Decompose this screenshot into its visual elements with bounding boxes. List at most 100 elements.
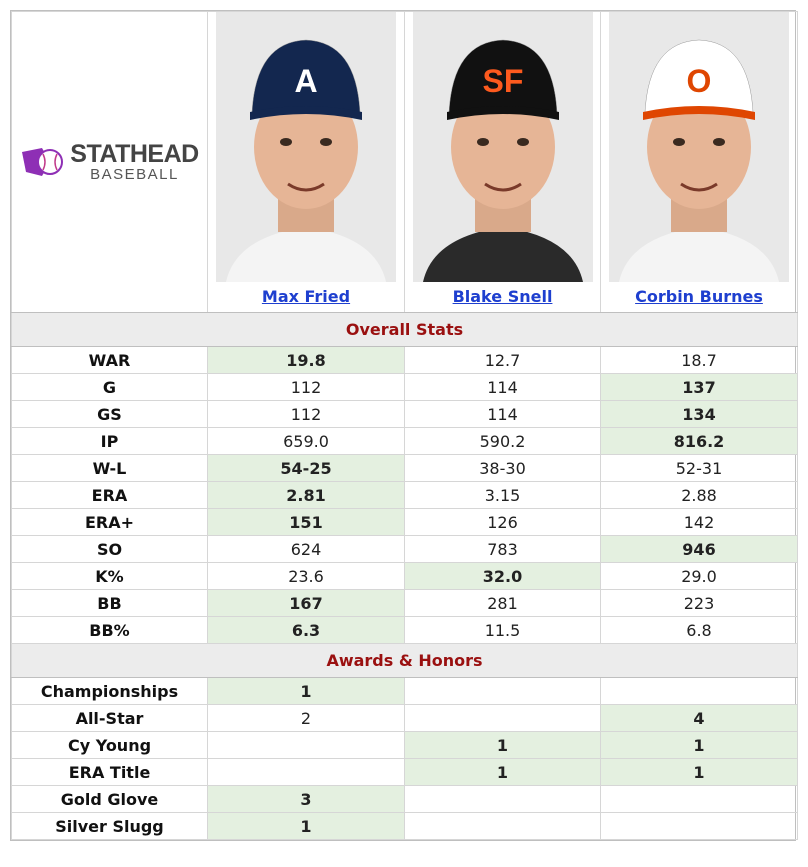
stat-cell: 2.88 bbox=[600, 481, 798, 509]
section-header-overall: Overall Stats bbox=[11, 312, 798, 347]
stat-cell: 6.8 bbox=[600, 616, 798, 644]
table-row: Silver Slugg 1 bbox=[11, 812, 798, 840]
stat-cell: 1 bbox=[404, 731, 601, 759]
table-row: ERA Title 1 1 bbox=[11, 758, 798, 786]
section-title-awards: Awards & Honors bbox=[11, 643, 798, 678]
stat-cell bbox=[404, 677, 601, 705]
stat-cell bbox=[404, 812, 601, 840]
table-row: G 112 114 137 bbox=[11, 373, 798, 401]
stat-cell: 114 bbox=[404, 373, 601, 401]
stat-cell: 816.2 bbox=[600, 427, 798, 455]
stat-cell: 52-31 bbox=[600, 454, 798, 482]
stat-cell: 3.15 bbox=[404, 481, 601, 509]
player-cell-1: A Max Fried bbox=[207, 11, 405, 313]
stat-cell: 11.5 bbox=[404, 616, 601, 644]
player-photo: O bbox=[609, 12, 789, 282]
logo-line2: BASEBALL bbox=[90, 166, 179, 183]
stat-cell: 38-30 bbox=[404, 454, 601, 482]
row-label: BB bbox=[11, 589, 208, 617]
logo-line1: STATHEAD bbox=[70, 140, 199, 168]
table-row: Cy Young 1 1 bbox=[11, 731, 798, 759]
logo-wordmark: STATHEAD BASEBALL bbox=[70, 140, 199, 183]
stat-cell bbox=[207, 731, 405, 759]
stat-cell: 783 bbox=[404, 535, 601, 563]
row-label: G bbox=[11, 373, 208, 401]
stat-cell: 151 bbox=[207, 508, 405, 536]
row-label: BB% bbox=[11, 616, 208, 644]
table-row: BB% 6.3 11.5 6.8 bbox=[11, 616, 798, 644]
row-label: ERA Title bbox=[11, 758, 208, 786]
cap-logo-letter: A bbox=[294, 63, 317, 99]
stat-cell: 1 bbox=[600, 731, 798, 759]
stat-cell bbox=[600, 812, 798, 840]
row-label: All-Star bbox=[11, 704, 208, 732]
stat-cell: 6.3 bbox=[207, 616, 405, 644]
row-label: ERA bbox=[11, 481, 208, 509]
row-label: ERA+ bbox=[11, 508, 208, 536]
table-row: Championships 1 bbox=[11, 677, 798, 705]
stat-cell: 4 bbox=[600, 704, 798, 732]
table-row: ERA+ 151 126 142 bbox=[11, 508, 798, 536]
table-row: SO 624 783 946 bbox=[11, 535, 798, 563]
stat-cell bbox=[600, 677, 798, 705]
player-name-link[interactable]: Max Fried bbox=[261, 287, 351, 306]
stat-cell: 137 bbox=[600, 373, 798, 401]
stat-cell: 32.0 bbox=[404, 562, 601, 590]
player-cell-3: O Corbin Burnes bbox=[600, 11, 798, 313]
stat-cell: 12.7 bbox=[404, 346, 601, 374]
player-name-link[interactable]: Blake Snell bbox=[452, 287, 553, 306]
row-label: Cy Young bbox=[11, 731, 208, 759]
row-label: Silver Slugg bbox=[11, 812, 208, 840]
row-label: Championships bbox=[11, 677, 208, 705]
player-header-row: STATHEAD BASEBALL A Max Fried SF Blake Sne… bbox=[11, 11, 798, 313]
player-cell-2: SF Blake Snell bbox=[404, 11, 601, 313]
stat-cell: 54-25 bbox=[207, 454, 405, 482]
stat-cell: 946 bbox=[600, 535, 798, 563]
stat-cell: 134 bbox=[600, 400, 798, 428]
table-row: IP 659.0 590.2 816.2 bbox=[11, 427, 798, 455]
stat-cell bbox=[600, 785, 798, 813]
stat-cell bbox=[404, 785, 601, 813]
stat-cell: 659.0 bbox=[207, 427, 405, 455]
table-row: BB 167 281 223 bbox=[11, 589, 798, 617]
row-label: IP bbox=[11, 427, 208, 455]
stathead-logo[interactable]: STATHEAD BASEBALL bbox=[12, 12, 207, 312]
section-title-overall: Overall Stats bbox=[11, 312, 798, 347]
table-row: W-L 54-25 38-30 52-31 bbox=[11, 454, 798, 482]
table-row: All-Star 2 4 bbox=[11, 704, 798, 732]
player-photo: SF bbox=[412, 12, 593, 282]
stat-cell: 590.2 bbox=[404, 427, 601, 455]
stat-cell: 29.0 bbox=[600, 562, 798, 590]
baseball-logo-icon bbox=[22, 148, 64, 176]
stat-cell: 1 bbox=[404, 758, 601, 786]
player-name-link[interactable]: Corbin Burnes bbox=[635, 287, 763, 306]
stat-cell: 126 bbox=[404, 508, 601, 536]
stat-cell: 2.81 bbox=[207, 481, 405, 509]
table-row: Gold Glove 3 bbox=[11, 785, 798, 813]
section-header-awards: Awards & Honors bbox=[11, 643, 798, 678]
stat-cell: 112 bbox=[207, 400, 405, 428]
row-label: SO bbox=[11, 535, 208, 563]
stat-cell: 281 bbox=[404, 589, 601, 617]
stat-cell: 18.7 bbox=[600, 346, 798, 374]
stat-cell: 2 bbox=[207, 704, 405, 732]
row-label: W-L bbox=[11, 454, 208, 482]
table-row: WAR 19.8 12.7 18.7 bbox=[11, 346, 798, 374]
logo-cell: STATHEAD BASEBALL bbox=[11, 11, 208, 313]
stat-cell: 142 bbox=[600, 508, 798, 536]
stat-cell: 114 bbox=[404, 400, 601, 428]
stat-cell bbox=[207, 758, 405, 786]
table-row: GS 112 114 134 bbox=[11, 400, 798, 428]
table-row: K% 23.6 32.0 29.0 bbox=[11, 562, 798, 590]
stat-cell: 624 bbox=[207, 535, 405, 563]
comparison-table: STATHEAD BASEBALL A Max Fried SF Blake Sne… bbox=[11, 11, 798, 840]
stat-cell: 223 bbox=[600, 589, 798, 617]
stat-cell: 112 bbox=[207, 373, 405, 401]
stat-cell: 1 bbox=[600, 758, 798, 786]
stat-cell: 167 bbox=[207, 589, 405, 617]
comparison-card: STATHEAD BASEBALL A Max Fried SF Blake Sne… bbox=[10, 10, 798, 841]
stat-cell bbox=[404, 704, 601, 732]
cap-logo-letter: SF bbox=[482, 63, 523, 99]
player-photo: A bbox=[216, 12, 396, 282]
stat-cell: 1 bbox=[207, 812, 405, 840]
